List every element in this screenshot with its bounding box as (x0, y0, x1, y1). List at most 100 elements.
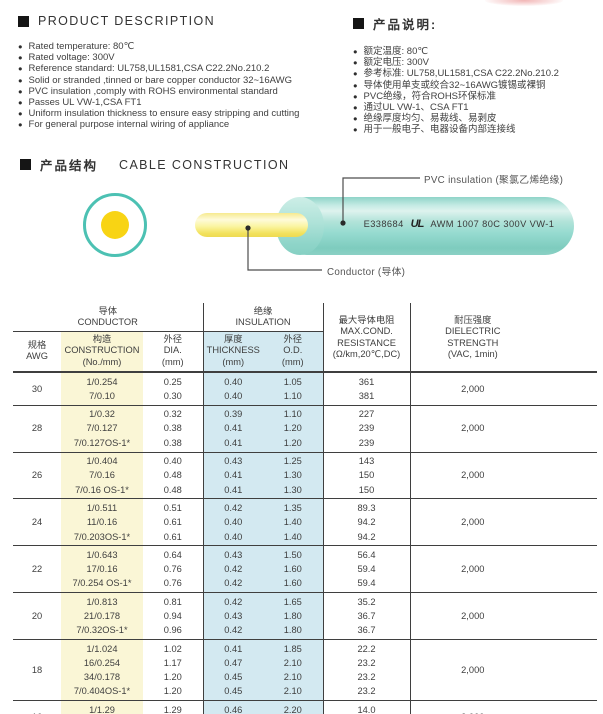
table-row: 20 1/0.813 0.81 0.42 1.65 35.2 2,000 (13, 592, 598, 640)
table-row: 16/0.254 1.17 0.47 2.10 23.2 (13, 655, 597, 671)
dielectric-cell: 2,000 (409, 592, 598, 640)
resistance-cell: 59.4 (322, 576, 411, 593)
table-row: 7/0.10 0.30 0.40 1.10 381 (13, 388, 597, 406)
list-item: ● For general purpose internal wiring of … (18, 119, 350, 130)
bullet-icon: ● (353, 47, 358, 56)
header-line: 规格 (27, 339, 47, 350)
resistance-header: 最大导体电阻 MAX.COND. RESISTANCE (Ω/km,20℃,DC… (322, 303, 411, 374)
construction-cell: 7/0.127OS-1* (61, 435, 143, 453)
od-cell: 1.65 (263, 592, 324, 609)
thickness-cell: 0.45 (202, 670, 264, 685)
table-row: 11/0.16 0.61 0.40 1.40 94.2 (13, 515, 597, 530)
square-bullet-icon (353, 18, 364, 29)
construction-cell: 1/0.32 (61, 404, 143, 422)
heading-label: PRODUCT DESCRIPTION (38, 14, 216, 28)
dia-cell: 0.61 (163, 531, 182, 542)
resistance-cell: 23.2 (322, 684, 411, 701)
awg-cell: 28 (13, 404, 61, 453)
header-line: 导体 (98, 306, 118, 316)
header-line: 绝缘 (253, 306, 273, 316)
list-item-text: 额定电压: 300V (363, 57, 429, 69)
construction-cell: 1/0.254 (61, 371, 143, 389)
thickness-cell: 0.41 (202, 421, 264, 436)
bullet-icon: ● (353, 103, 358, 113)
header-line: (VAC, 1min) (447, 348, 498, 359)
awg-header: 规格 AWG (13, 331, 61, 374)
od-cell: 1.85 (263, 639, 324, 656)
resistance-cell: 94.2 (322, 515, 411, 530)
list-item: ● Uniform insulation thickness to ensure … (18, 108, 350, 119)
cable-diagram: E338684 UL AWM 1007 80C 300V VW-1 PVC in… (0, 165, 603, 305)
header-line: MAX.COND. (340, 326, 393, 337)
awg-cell: 22 (13, 545, 61, 593)
list-item: ● 额定温度: 80℃ (353, 46, 601, 57)
table-row: 7/0.16 0.48 0.41 1.30 150 (13, 468, 597, 483)
resistance-cell: 239 (322, 435, 411, 453)
construction-cell: 1/0.813 (61, 592, 143, 609)
dielectric-cell: 2,000 (409, 700, 598, 714)
thickness-cell: 0.40 (202, 529, 264, 546)
list-item-text: 额定温度: 80℃ (363, 46, 429, 57)
dia-header: 外径 DIA. (mm) (143, 331, 204, 374)
pvc-insulation-label: PVC insulation (聚氯乙烯绝缘) (424, 175, 564, 186)
conductor-group-header: 导体 CONDUCTOR (13, 303, 204, 332)
list-item: ● 额定电压: 300V (353, 57, 601, 68)
construction-cell: 17/0.16 (61, 562, 143, 577)
thickness-cell: 0.47 (202, 655, 264, 671)
list-item-text: PVC insulation ,comply with ROHS environ… (28, 85, 278, 97)
od-cell: 1.25 (263, 451, 324, 469)
resistance-cell: 22.2 (322, 639, 411, 656)
header-line: AWG (26, 350, 48, 361)
partial-logo-mark (485, 0, 563, 6)
product-description-cn-section: 产品说明: ● 额定温度: 80℃ ● 额定电压: 300V ● 参考标准: UL75… (353, 14, 601, 136)
construction-cell: 7/0.203OS-1* (61, 529, 143, 546)
header-line: (No./mm) (82, 356, 122, 367)
table-row: 7/0.404OS-1* 1.20 0.45 2.10 23.2 (13, 684, 597, 701)
od-cell: 2.10 (263, 684, 324, 701)
thickness-cell: 0.39 (202, 404, 264, 422)
dia-cell: 1.17 (163, 657, 182, 668)
list-item: ● Reference standard: UL758,UL1581,CSA C2… (18, 63, 350, 74)
resistance-cell: 59.4 (322, 562, 411, 577)
heading-label-en: CABLE CONSTRUCTION (119, 157, 290, 172)
header-line: O.D. (283, 345, 303, 356)
od-header: 外径 O.D. (mm) (263, 331, 324, 374)
product-description-cn-heading: 产品说明: (353, 14, 601, 33)
table-row: 7/0.16 OS-1* 0.48 0.41 1.30 150 (13, 482, 597, 499)
construction-cell: 1/1.024 (61, 639, 143, 656)
thickness-cell: 0.42 (202, 576, 264, 593)
dia-cell: 0.38 (163, 437, 182, 448)
dia-cell: 0.25 (143, 371, 204, 389)
list-item: ● PVC insulation ,comply with ROHS enviro… (18, 86, 350, 97)
table-row: 7/0.254 OS-1* 0.76 0.42 1.60 59.4 (13, 576, 597, 593)
header-line: 耐压强度 (454, 314, 492, 325)
thickness-cell: 0.42 (202, 592, 264, 609)
dielectric-cell: 2,000 (409, 545, 598, 593)
list-item-text: Rated voltage: 300V (28, 52, 115, 64)
od-cell: 1.10 (263, 388, 324, 406)
header-line: DIA. (163, 345, 182, 356)
dia-cell: 0.64 (143, 545, 204, 563)
dia-cell: 0.48 (163, 484, 182, 495)
table-row: 34/0.178 1.20 0.45 2.10 23.2 (13, 670, 597, 685)
conductor-label: Conductor (导体) (327, 267, 406, 278)
header-line: CONDUCTOR (77, 317, 138, 328)
specification-table: 导体 CONDUCTOR 绝缘 INSULATION 最大导体电阻 MAX.CO… (13, 303, 598, 714)
bullet-icon: ● (18, 64, 23, 74)
cable-construction-heading: 产品结构 CABLE CONSTRUCTION (20, 155, 289, 174)
list-item: ● Rated voltage: 300V (18, 52, 350, 63)
table-row: 7/0.127 0.38 0.41 1.20 239 (13, 421, 597, 436)
awg-cell: 30 (13, 371, 61, 406)
header-line: 构造 (92, 333, 112, 344)
dia-cell: 1.20 (163, 686, 182, 697)
thickness-cell: 0.45 (202, 684, 264, 701)
insulation-group-header: 绝缘 INSULATION (202, 303, 324, 332)
header-line: 外径 (163, 333, 183, 344)
awg-cell: 18 (13, 639, 61, 701)
table-row: 7/0.32OS-1* 0.96 0.42 1.80 36.7 (13, 623, 597, 640)
list-item-text: Passes UL VW-1,CSA FT1 (28, 97, 142, 109)
list-item-text: Solid or stranded ,tinned or bare copper… (28, 74, 292, 86)
resistance-cell: 23.2 (322, 655, 411, 671)
thickness-header: 厚度 THICKNESS (mm) (202, 331, 264, 374)
od-cell: 2.10 (263, 670, 324, 685)
